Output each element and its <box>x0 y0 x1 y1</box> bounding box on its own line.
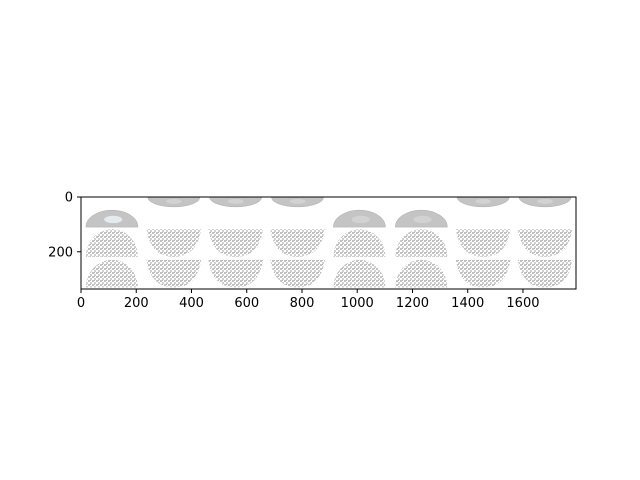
sampled-slice <box>146 259 202 288</box>
montage-tile <box>517 259 573 288</box>
sampled-slice <box>517 259 573 288</box>
montage-tile <box>333 209 386 228</box>
montage-tile <box>455 229 511 257</box>
montage-tile <box>209 197 262 208</box>
x-tick-label: 1600 <box>506 296 539 311</box>
montage-tile <box>85 209 139 228</box>
sampled-slice <box>208 259 263 288</box>
y-tick-label: 200 <box>48 245 73 260</box>
montage-tile <box>146 259 202 288</box>
montage-tile <box>85 229 138 257</box>
montage-tile <box>146 229 202 257</box>
montage-tile <box>333 229 386 257</box>
sampled-slice <box>85 259 138 288</box>
sampled-slice <box>395 259 448 288</box>
sampled-slice <box>85 229 138 257</box>
montage-tile <box>395 259 448 288</box>
x-tick-label: 1000 <box>341 296 374 311</box>
x-tick-label: 600 <box>234 296 259 311</box>
montage-tile <box>270 229 325 257</box>
tissue-detail <box>413 215 432 224</box>
montage-tile <box>208 229 263 257</box>
montage-image <box>85 197 573 288</box>
tissue-detail <box>289 198 306 204</box>
sampled-slice <box>146 229 202 257</box>
x-tick-label: 200 <box>124 296 149 311</box>
montage-tile <box>147 197 201 208</box>
montage-tile <box>333 259 386 288</box>
axes-frame <box>80 196 577 290</box>
sampled-slice <box>270 259 325 288</box>
sampled-slice <box>395 229 448 257</box>
sampled-slice <box>455 259 511 288</box>
tissue-detail <box>537 198 553 204</box>
x-tick-label: 800 <box>290 296 315 311</box>
sampled-slice <box>333 229 386 257</box>
tissue-detail <box>104 215 123 224</box>
montage-tile <box>456 197 510 208</box>
sampled-slice <box>208 229 263 257</box>
montage-tile <box>395 229 448 257</box>
x-tick-label: 400 <box>179 296 204 311</box>
montage-tile <box>517 229 573 257</box>
tissue-detail <box>475 198 491 204</box>
montage-tile <box>455 259 511 288</box>
y-axis: 0 200 <box>48 191 81 260</box>
y-tick-label: 0 <box>65 191 73 206</box>
tissue-detail <box>351 215 370 224</box>
montage-tile <box>85 259 138 288</box>
x-axis: 0 200 400 600 800 1000 1200 1400 1600 <box>77 289 540 311</box>
tissue-detail <box>166 198 182 204</box>
tissue-detail <box>227 198 244 204</box>
x-tick-label: 1200 <box>396 296 429 311</box>
sampled-slice <box>517 229 573 257</box>
sampled-slice <box>270 229 325 257</box>
montage-tile <box>518 197 572 208</box>
montage-tile <box>208 259 263 288</box>
x-tick-label: 1400 <box>451 296 484 311</box>
montage-tile <box>395 209 448 228</box>
montage-tile <box>271 197 324 208</box>
sampled-slice <box>455 229 511 257</box>
montage-tile <box>270 259 325 288</box>
sampled-slice <box>333 259 386 288</box>
x-tick-label: 0 <box>77 296 85 311</box>
